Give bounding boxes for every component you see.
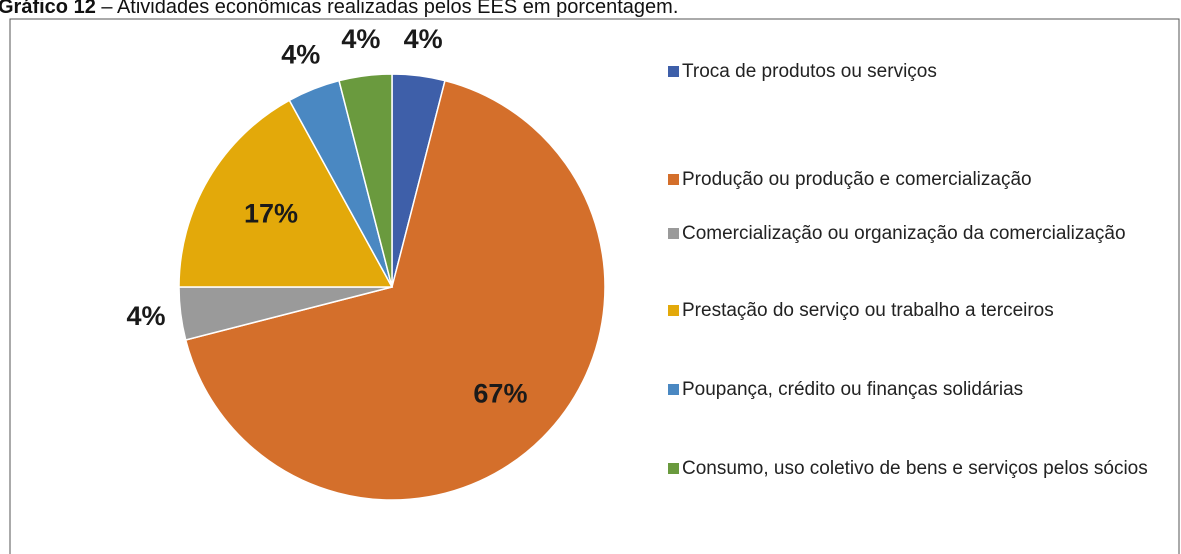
title-text: – Atividades econômicas realizadas pelos… <box>101 0 678 18</box>
legend-label: Consumo, uso coletivo de bens e serviços… <box>682 458 1148 479</box>
legend-swatch <box>668 66 679 77</box>
data-label: 4% <box>341 24 380 54</box>
pie-slice <box>184 79 606 501</box>
legend-label: Prestação do serviço ou trabalho a terce… <box>682 300 1054 321</box>
legend-label: Produção ou produção e comercialização <box>682 169 1032 190</box>
data-label: 67% <box>473 379 527 409</box>
legend-item: Prestação do serviço ou trabalho a terce… <box>668 296 1162 326</box>
data-label: 17% <box>244 199 298 229</box>
chart-frame <box>9 18 1180 554</box>
legend-swatch <box>668 305 679 316</box>
legend-item: Consumo, uso coletivo de bens e serviços… <box>668 454 1162 484</box>
data-label: 4% <box>404 24 443 54</box>
legend-item: Comercialização ou organização da comerc… <box>668 219 1162 249</box>
pie-slice <box>338 73 393 288</box>
legend-item: Produção ou produção e comercialização <box>668 165 1162 195</box>
data-label: 4% <box>281 40 320 70</box>
legend-swatch <box>668 384 679 395</box>
pie-slice <box>178 99 394 288</box>
figure-label: Gráfico 12 <box>0 0 96 18</box>
data-label: 4% <box>126 301 165 331</box>
legend-item: Poupança, crédito ou finanças solidárias <box>668 375 1162 405</box>
legend-swatch <box>668 463 679 474</box>
legend-item: Troca de produtos ou serviços <box>668 57 1162 87</box>
legend-label: Troca de produtos ou serviços <box>682 61 937 82</box>
legend-swatch <box>668 228 679 239</box>
chart-title: Gráfico 12 – Atividades econômicas reali… <box>0 0 678 18</box>
legend-swatch <box>668 174 679 185</box>
legend-label: Comercialização ou organização da comerc… <box>682 223 1126 244</box>
legend-label: Poupança, crédito ou finanças solidárias <box>682 379 1024 400</box>
